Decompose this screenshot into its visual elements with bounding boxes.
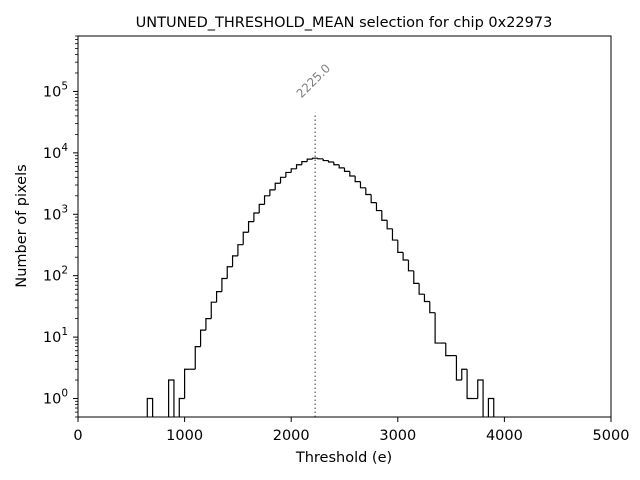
histogram-bin <box>279 176 286 184</box>
histogram-bin <box>258 203 265 213</box>
histogram-bin <box>322 158 329 162</box>
x-axis: 0 1000 2000 3000 4000 5000 <box>73 417 629 444</box>
histogram-bin <box>168 379 175 417</box>
histogram-bin <box>423 294 430 303</box>
histogram-bin <box>210 301 217 319</box>
histogram-bin <box>413 270 420 284</box>
histogram-bin <box>184 368 190 399</box>
histogram-bin <box>397 240 404 253</box>
histogram-bin <box>343 167 350 172</box>
histogram-bin <box>349 171 356 177</box>
histogram-bin <box>317 158 324 160</box>
histogram-bin <box>359 181 366 189</box>
x-tick-label: 3000 <box>379 428 416 444</box>
histogram-bin <box>226 266 233 279</box>
histogram-bin <box>327 160 334 163</box>
histogram-bin <box>199 329 206 347</box>
histogram-bin <box>247 221 254 233</box>
histogram-bin <box>477 379 484 417</box>
histogram-bin <box>146 397 154 417</box>
histogram-bin <box>194 346 201 370</box>
plot-area: 2225.0 <box>77 35 612 418</box>
histogram-bin <box>333 162 340 166</box>
histogram-bin <box>354 176 361 183</box>
histogram-bin <box>274 182 281 190</box>
y-tick-label: 102 <box>43 265 68 285</box>
histogram-bin <box>434 312 441 344</box>
histogram-bin <box>290 168 297 173</box>
x-tick-label: 5000 <box>593 428 630 444</box>
histogram-bin <box>253 212 260 222</box>
histogram-bin <box>178 397 185 417</box>
axes-frame <box>77 35 612 418</box>
histogram-bin <box>221 277 228 292</box>
histogram-bin <box>375 202 382 212</box>
histogram-bin <box>285 171 292 178</box>
histogram-bin <box>381 210 388 221</box>
marker-label: 2225.0 <box>294 61 334 101</box>
x-tick-label: 1000 <box>166 428 203 444</box>
x-tick-label: 0 <box>73 428 82 444</box>
histogram-bin <box>455 355 462 381</box>
histogram-bin <box>445 343 452 357</box>
histogram-bin <box>311 157 318 160</box>
histogram-bin <box>461 368 468 381</box>
histogram-bin <box>391 228 398 241</box>
chart-title: UNTUNED_THRESHOLD_MEAN selection for chi… <box>136 15 553 31</box>
histogram-bin <box>263 195 270 205</box>
y-axis: 100 101 102 103 104 105 <box>43 35 78 418</box>
histogram-bin <box>365 187 372 196</box>
histogram-bin <box>205 318 212 331</box>
histogram-bin <box>301 161 308 165</box>
histogram-bin <box>487 397 495 417</box>
histogram-bin <box>231 255 238 267</box>
y-tick-label: 103 <box>43 203 68 223</box>
histogram-bin <box>237 244 244 256</box>
histogram-bin <box>215 291 222 303</box>
y-tick-label: 105 <box>43 80 68 100</box>
histogram-bin <box>338 164 345 169</box>
histogram-bin <box>295 164 302 169</box>
y-tick-label: 100 <box>43 388 68 408</box>
y-tick-label: 101 <box>43 326 68 346</box>
histogram-bin <box>306 158 313 162</box>
histogram-bin <box>269 189 276 196</box>
histogram-bin <box>386 220 393 230</box>
histogram-bin <box>429 301 436 314</box>
histogram-bin <box>242 231 249 245</box>
histogram-bin <box>418 283 425 295</box>
histogram-bin <box>402 252 409 261</box>
y-tick-label: 104 <box>43 142 68 162</box>
histogram-bin <box>407 260 414 272</box>
histogram-bin <box>466 369 473 400</box>
x-tick-label: 4000 <box>486 428 523 444</box>
x-axis-label: Threshold (e) <box>295 450 392 466</box>
histogram-bin <box>370 194 377 204</box>
y-axis-label: Number of pixels <box>14 164 30 287</box>
x-tick-label: 2000 <box>273 428 310 444</box>
